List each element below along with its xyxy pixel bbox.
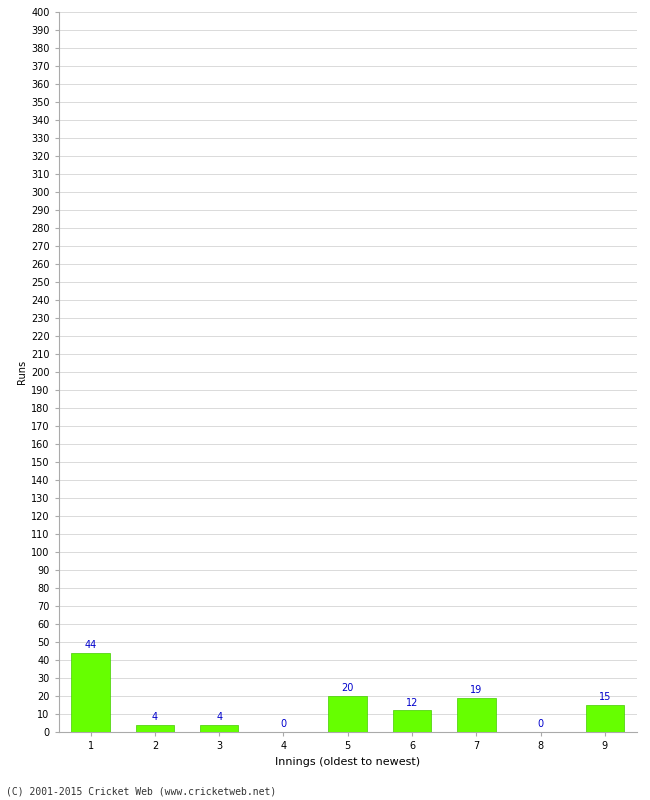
Text: 4: 4: [216, 712, 222, 722]
Y-axis label: Runs: Runs: [17, 360, 27, 384]
Bar: [200, 725, 239, 732]
Text: 12: 12: [406, 698, 418, 708]
Bar: [393, 710, 432, 732]
Text: 0: 0: [280, 719, 287, 730]
Bar: [328, 696, 367, 732]
X-axis label: Innings (oldest to newest): Innings (oldest to newest): [275, 757, 421, 766]
Text: 19: 19: [470, 685, 482, 695]
Bar: [136, 725, 174, 732]
Text: 0: 0: [538, 719, 543, 730]
Text: 4: 4: [152, 712, 158, 722]
Text: (C) 2001-2015 Cricket Web (www.cricketweb.net): (C) 2001-2015 Cricket Web (www.cricketwe…: [6, 786, 277, 796]
Bar: [586, 705, 624, 732]
Text: 44: 44: [84, 640, 97, 650]
Bar: [457, 698, 495, 732]
Text: 15: 15: [599, 692, 611, 702]
Text: 20: 20: [341, 683, 354, 694]
Bar: [72, 653, 110, 732]
